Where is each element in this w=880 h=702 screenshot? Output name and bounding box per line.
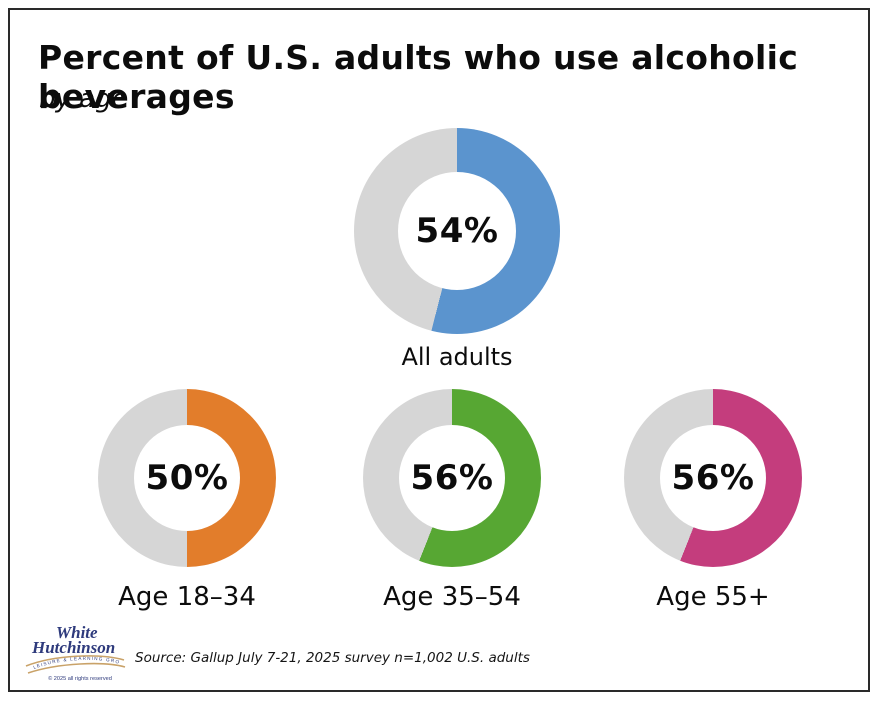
donut-label-age-18-34: Age 18–34 bbox=[118, 582, 256, 612]
donut-age-55-plus: 56% bbox=[624, 389, 802, 567]
chart-subtitle: by age bbox=[39, 84, 128, 114]
logo-copyright: © 2025 all rights reserved bbox=[48, 675, 112, 682]
source-note: Source: Gallup July 7-21, 2025 survey n=… bbox=[135, 650, 530, 666]
donut-all-adults: 54% bbox=[354, 128, 560, 334]
donut-hole-age-35-54: 56% bbox=[399, 425, 505, 531]
donut-value-all-adults: 54% bbox=[415, 211, 499, 251]
chart-title: Percent of U.S. adults who use alcoholic… bbox=[38, 38, 799, 116]
donut-age-35-54: 56% bbox=[363, 389, 541, 567]
logo-swoosh-bottom bbox=[27, 662, 126, 674]
donut-age-18-34: 50% bbox=[98, 389, 276, 567]
donut-label-age-55-plus: Age 55+ bbox=[656, 582, 770, 612]
donut-value-age-18-34: 50% bbox=[145, 458, 229, 498]
logo-swoosh-top bbox=[25, 655, 125, 667]
donut-label-all-adults: All adults bbox=[401, 343, 513, 371]
donut-value-age-55-plus: 56% bbox=[671, 458, 755, 498]
donut-hole-all-adults: 54% bbox=[398, 172, 516, 290]
donut-hole-age-55-plus: 56% bbox=[660, 425, 766, 531]
donut-block-age-18-34: 50% Age 18–34 bbox=[98, 389, 276, 612]
logo-text-hutchinson: Hutchinson bbox=[31, 638, 115, 657]
logo-text-white: White bbox=[56, 623, 98, 642]
donut-block-age-55-plus: 56% Age 55+ bbox=[624, 389, 802, 612]
donut-hole-age-18-34: 50% bbox=[134, 425, 240, 531]
donut-label-age-35-54: Age 35–54 bbox=[383, 582, 521, 612]
logo-graphic: White Hutchinson LEISURE & LEARNING GROU… bbox=[22, 616, 126, 682]
donut-block-all-adults: 54% All adults bbox=[354, 128, 560, 371]
donut-block-age-35-54: 56% Age 35–54 bbox=[363, 389, 541, 612]
donut-value-age-35-54: 56% bbox=[410, 458, 494, 498]
white-hutchinson-logo: White Hutchinson LEISURE & LEARNING GROU… bbox=[22, 616, 128, 686]
